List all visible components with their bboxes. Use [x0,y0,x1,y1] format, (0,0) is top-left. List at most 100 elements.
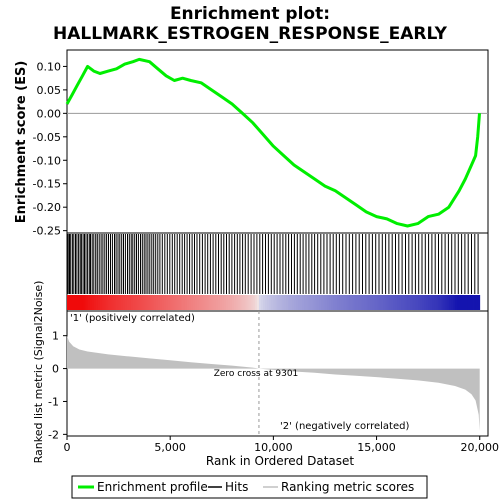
rank-heat-cell [440,295,443,310]
rank-heat-cell [349,295,353,310]
rank-heat-cell [310,295,313,310]
rank-heat-cell [153,295,157,310]
rank-heat-cell [366,295,369,310]
rank-heat-cell [203,295,206,310]
rank-heat-cell [426,295,429,310]
rank-heat-cell [368,295,371,310]
rank-heat-cell [265,295,268,310]
ranking-ytick-layer: 1 0 -1 -2 [48,330,67,441]
rank-heat-cell [157,295,161,310]
rank-heat-cell [112,295,115,310]
chart-title-line-2: HALLMARK_ESTROGEN_RESPONSE_EARLY [53,24,448,44]
rank-heat-cell [69,295,72,310]
es-ytick-label: -0.05 [33,131,61,144]
hits-layer [66,234,479,294]
rank-heat-cell [434,295,437,310]
x-tick-label: 20,000 [460,441,499,454]
rank-heat-cell [397,295,400,310]
rank-heat-cell [339,295,342,310]
rank-heat-cell [250,295,254,310]
es-ytick-label: -0.20 [33,201,61,214]
rank-heat-cell [211,295,214,310]
rank-heat-cell [104,295,107,310]
rank-heat-cell [178,295,181,310]
rank-heat-cell [118,295,122,310]
rank-heat-cell [120,295,124,310]
rank-heat-cell [170,295,173,310]
rank-heat-cell [281,295,285,310]
rank-heat-cell [149,295,153,310]
rank-heat-cell [85,295,89,310]
rank-heat-cell [457,295,460,310]
rank-heat-cell [93,295,97,310]
rank-heat-cell [376,295,380,310]
rank-heat-cell [128,295,132,310]
ranking-axis-label: Ranked list metric (Signal2Noise) [32,281,45,464]
rank-heat-cell [382,295,386,310]
rank-heat-cell [197,295,200,310]
rank-heat-cell [304,295,307,310]
rank-heat-cell [351,295,355,310]
es-ytick-label: 0.10 [37,60,62,73]
rank-heat-cell [463,295,466,310]
rank-heat-cell [473,295,477,310]
rank-heat-cell [298,295,301,310]
rank-heat-cell [450,295,454,310]
rank-heat-cell [401,295,404,310]
rank-heat-cell [380,295,384,310]
rank-heat-cell [102,295,105,310]
rank-heat-cell [289,295,293,310]
rank-heat-cell [331,295,334,310]
rank-heat-cell [345,295,349,310]
rank-heat-cell [355,295,359,310]
rank-heat-cell [236,295,239,310]
rank-heat-cell [260,295,264,310]
rank-heat-cell [141,295,144,310]
rank-heat-cell [73,295,76,310]
rank-heat-cell [199,295,202,310]
rank-heat-cell [475,295,479,310]
rank-heat-cell [279,295,283,310]
ranking-metric-area [67,335,480,432]
rank-heat-cell [238,295,241,310]
es-ytick-layer: 0.10 0.05 0.00 -0.05 -0.10 -0.15 -0.20 -0.25 [33,60,67,238]
rank-heat-cell [360,295,363,310]
rank-heat-cell [159,295,163,310]
rank-heat-cell [467,295,470,310]
rank-heat-cell [176,295,179,310]
rank-heat-cell [300,295,303,310]
ranking-panel-frame [66,310,489,437]
rank-heat-cell [77,295,80,310]
rank-heat-cell [347,295,351,310]
x-tick-layer: 0 5,000 10,000 15,000 20,000 [64,436,499,454]
rank-heat-cell [277,295,280,310]
rank-heat-cell [67,295,70,310]
rank-heat-cell [386,295,390,310]
rank-heat-cell [174,295,177,310]
legend-label-enrichment: Enrichment profile [97,480,208,494]
rank-heat-cell [87,295,91,310]
rank-heat-cell [287,295,291,310]
rank-heat-cell [256,295,260,310]
rank-heat-cell [391,295,394,310]
rank-heat-cell [424,295,427,310]
rank-heat-cell [454,295,458,310]
es-ytick-label: -0.10 [33,154,61,167]
es-axis-label: Enrichment score (ES) [14,61,29,224]
ranking-ytick-label: -1 [48,395,59,408]
rank-heat-cell [248,295,252,310]
rank-heat-cell [273,295,276,310]
rank-heat-cell [364,295,367,310]
rank-heat-cell [184,295,188,310]
rank-heat-cell [180,295,183,310]
rank-heat-cell [254,295,258,310]
rank-heat-cell [252,295,256,310]
rank-heat-cell [419,295,423,310]
rank-heat-cell [388,295,392,310]
rank-heat-cell [446,295,450,310]
rank-heat-cell [75,295,78,310]
rank-heat-cell [337,295,340,310]
rank-heat-cell [201,295,204,310]
positive-class-label: '1' (positively correlated) [70,313,195,324]
rank-heat-cell [275,295,278,310]
